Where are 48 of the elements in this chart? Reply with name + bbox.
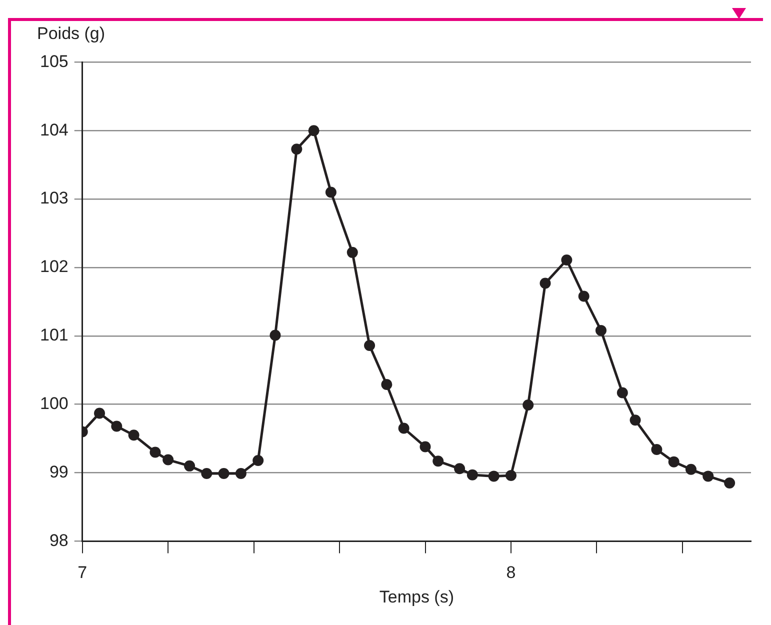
point xyxy=(466,469,478,480)
point xyxy=(218,468,230,479)
point xyxy=(595,324,606,336)
y-tick-label: 98 xyxy=(49,530,68,550)
x-tick-label: 8 xyxy=(506,563,516,582)
point xyxy=(540,278,551,289)
point xyxy=(325,186,336,198)
point xyxy=(702,470,714,482)
point xyxy=(522,400,534,411)
point xyxy=(252,454,264,466)
point xyxy=(578,290,590,302)
point xyxy=(668,456,680,468)
point xyxy=(616,387,628,398)
x-tick-label: 7 xyxy=(78,563,88,582)
point xyxy=(128,430,140,441)
point xyxy=(630,414,641,426)
y-axis-title: Poids (g) xyxy=(37,24,106,44)
point xyxy=(270,330,281,341)
point xyxy=(505,470,516,482)
point xyxy=(346,246,358,258)
point xyxy=(724,478,736,489)
point xyxy=(184,460,196,472)
point xyxy=(308,125,320,136)
y-tick-label: 104 xyxy=(40,120,68,140)
point xyxy=(488,470,500,482)
point xyxy=(685,464,696,475)
point xyxy=(201,468,212,479)
point xyxy=(454,463,466,474)
point xyxy=(162,454,174,466)
point xyxy=(398,422,410,434)
y-tick-label: 103 xyxy=(40,188,68,208)
y-tick-label: 105 xyxy=(40,52,68,71)
y-tick-label: 101 xyxy=(40,326,68,345)
point xyxy=(94,408,106,419)
y-tick-label: 100 xyxy=(40,394,68,414)
point xyxy=(420,441,431,452)
point xyxy=(561,254,572,266)
point xyxy=(432,456,444,467)
point xyxy=(364,340,376,351)
point xyxy=(381,379,392,390)
point xyxy=(150,446,161,458)
point xyxy=(651,444,662,456)
point xyxy=(235,468,246,479)
point xyxy=(111,420,122,432)
point xyxy=(291,144,302,155)
y-tick-label: 99 xyxy=(49,462,68,482)
y-tick-label: 102 xyxy=(40,257,68,276)
x-axis-title: Temps (s) xyxy=(379,587,454,606)
